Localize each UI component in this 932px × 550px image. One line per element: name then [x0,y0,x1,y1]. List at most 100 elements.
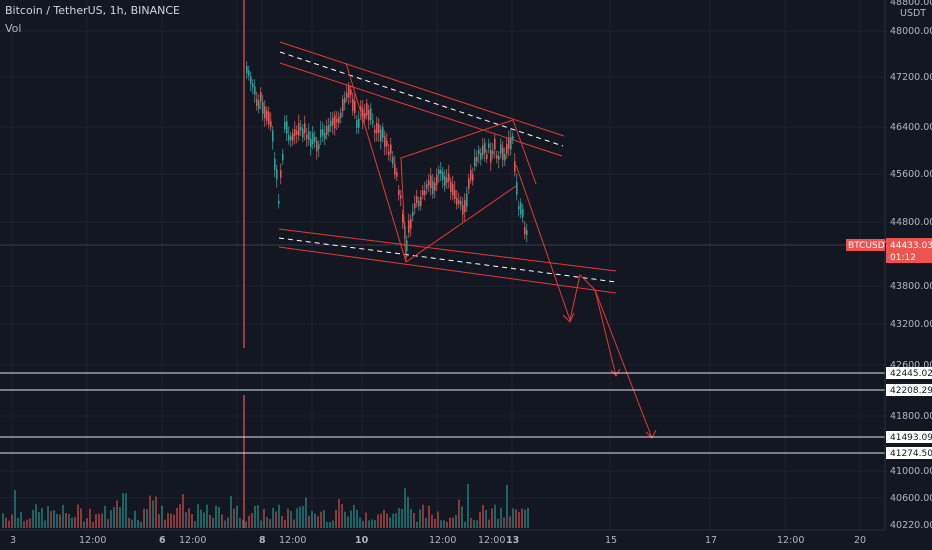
candle-body [500,144,502,154]
candle-body [482,145,484,155]
volume-bar [275,511,277,528]
volume-bar [440,520,442,528]
price-currency: USDT [900,8,926,19]
price-tick: 47200.00 [890,72,932,83]
drawing-wedge-pattern[interactable] [345,62,537,263]
volume-bar [173,514,175,528]
price-tick: 41000.00 [890,466,932,477]
candle-body [278,200,280,204]
candle-body [468,178,470,189]
volume-bar [515,509,517,528]
volume-bar [329,521,331,528]
volume-bar [341,504,343,528]
volume-bar [344,511,346,528]
drawing-upper-channel-midline[interactable] [279,51,564,147]
time-axis[interactable]: 3 12:00 6 12:00 8 12:00 10 12:00 12:00 1… [0,529,932,550]
candle-body [300,126,302,131]
volume-bar [8,520,10,528]
price-badge [886,238,932,263]
volume-bar [89,508,91,528]
volume-bar [350,510,352,528]
candle-body [460,200,462,206]
candle-body [338,116,340,124]
candle-body [320,129,322,138]
candle-body [454,189,456,200]
candle-body [294,129,296,137]
volume-bar [398,507,400,528]
symbol-title[interactable]: Bitcoin / TetherUS, 1h, BINANCE [5,4,181,17]
candle-body [322,129,324,136]
volume-bar [263,508,265,528]
volume-bar [32,509,34,528]
volume-bar [83,521,85,528]
candle-body [354,100,356,114]
volume-bar [284,519,286,528]
candle-body [414,203,416,209]
candle-body [438,170,440,175]
volume-bar [281,515,283,528]
candle-body [316,141,318,152]
candle-body [522,209,524,218]
candle-body [382,127,384,138]
candle-body [504,154,506,161]
candle-body [282,153,284,161]
candle-body [442,171,444,181]
volume-bar [11,514,13,528]
volume-bar [200,509,202,528]
candle-body [310,138,312,148]
volume-bar [356,509,358,528]
volume-bar [431,514,433,528]
time-tick: 20 [854,535,866,546]
volume-bar [326,521,328,528]
volume-bar [314,513,316,528]
candle-body [448,173,450,182]
drawing-projection-path[interactable] [515,164,657,439]
drawing-lower-channel-midline[interactable] [278,237,617,283]
volume-bar [308,515,310,528]
drawing-lower-channel[interactable] [278,228,617,294]
volume-bar [194,521,196,528]
candle-body [410,219,412,229]
volume-bar [527,507,529,528]
volume-bar [53,510,55,528]
volume-bar [518,511,520,528]
candle-body [248,70,250,76]
candle-body [406,240,408,251]
candle-body [416,196,418,203]
candle-body [260,92,262,102]
volume-bar [392,513,394,528]
volume-bar [509,516,511,528]
volume-bar [485,510,487,528]
volume-bar [191,514,193,528]
volume-bar [377,514,379,528]
price-tick: 40220.00 [890,520,932,531]
candle-body [254,86,256,95]
price-tick: 46400.00 [890,122,932,133]
volume-bar [110,510,112,528]
candle-body [342,99,344,112]
volume-indicator-label[interactable]: Vol [5,22,22,35]
volume-bar [203,512,205,528]
price-tick: 40600.00 [890,493,932,504]
volume-bar [296,508,298,528]
volume-bar [119,507,121,528]
candle-body [432,181,434,194]
price-scale[interactable]: 48800.00 USDT 48000.00 47200.00 46400.00… [846,0,932,531]
time-tick: 10 [355,535,369,546]
volume-bar [131,519,133,528]
drawing-upper-channel[interactable] [279,41,565,157]
volume-bar [62,504,64,528]
candle-body [516,181,518,195]
candle-body [380,129,382,141]
volume-bar [416,521,418,528]
candle-body [332,117,334,126]
volume-bar [299,506,301,528]
candle-body [318,144,320,150]
time-tick: 12:00 [429,535,456,546]
level-badge: 41274.50 [890,449,932,459]
price-tick: 42600.00 [890,360,932,371]
candle-body [506,144,508,154]
candle-body [356,120,358,128]
candle-body [352,98,354,112]
